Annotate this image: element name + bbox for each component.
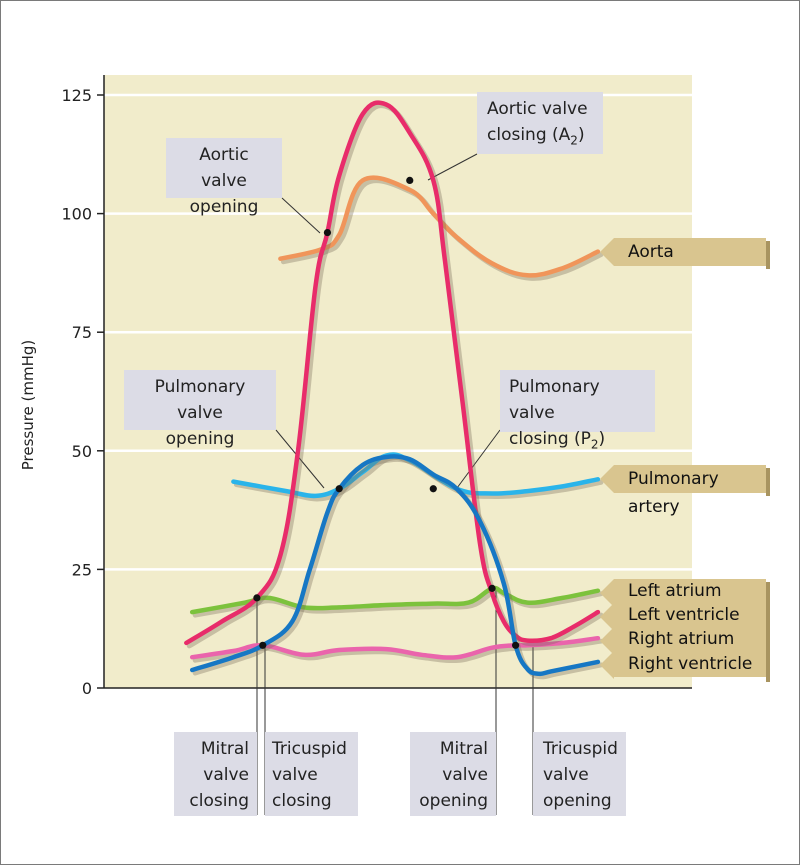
series-line-left-ventricle <box>184 100 601 646</box>
series-label-aorta: Aorta <box>600 238 770 269</box>
event-marker <box>323 228 332 237</box>
annotation-line: valve <box>272 765 318 785</box>
series-line-aorta <box>278 175 601 278</box>
event-marker <box>406 176 414 184</box>
annotation-line: valve <box>203 765 249 785</box>
annotation-line: closing (A2) <box>487 122 595 153</box>
annotation-line: Mitral <box>439 739 488 759</box>
series-line-right-ventricle <box>189 454 601 677</box>
event-marker <box>429 485 437 493</box>
series-label-left-atrium: Left atrium <box>600 579 770 610</box>
y-tick-label: 75 <box>72 323 92 342</box>
annotation-line: Pulmonary valve <box>154 377 246 423</box>
series-shadow-right-atrium <box>192 638 604 664</box>
annotation-line: Tricuspid <box>272 739 347 759</box>
annotation-line: opening <box>189 197 259 217</box>
annotation-subscript: 2 <box>570 133 578 148</box>
annotation-line: opening <box>543 791 612 811</box>
annotation-line: Aortic valve <box>487 99 588 119</box>
y-tick-label: 50 <box>72 442 92 461</box>
connector-pulmonary-closing <box>456 429 501 489</box>
annotation-subscript: 2 <box>590 437 599 452</box>
annotation-line: opening <box>419 791 488 811</box>
series-label-left-ventricle: Left ventricle <box>600 603 770 634</box>
annotation-text: closing (A <box>487 125 571 145</box>
annotation-line: Tricuspid <box>543 739 618 759</box>
annotation-line: valve <box>543 765 589 785</box>
event-marker <box>335 485 343 493</box>
annotation-line: closing <box>272 791 332 811</box>
y-tick-label: 0 <box>82 679 92 698</box>
y-axis-label: Pressure (mmHg) <box>19 340 37 471</box>
series-label-right-atrium: Right atrium <box>600 627 770 658</box>
annotation-tricuspid-valve-closing: Tricuspid valve closing <box>265 732 358 816</box>
axes <box>103 75 692 689</box>
connector-aortic-opening <box>281 197 321 234</box>
annotation-line: Mitral <box>200 739 249 759</box>
connector-aortic-closing <box>427 153 478 181</box>
y-tick-labels: 0 25 50 75 100 125 <box>61 86 104 698</box>
annotation-text: closing (P <box>509 429 591 449</box>
y-tick-label: 100 <box>61 205 92 224</box>
event-marker <box>259 641 267 649</box>
annotation-text: ) <box>598 429 606 449</box>
annotation-line: valve <box>442 765 488 785</box>
annotation-line: Pulmonary valve <box>509 377 600 423</box>
series-line-left-atrium <box>189 585 601 615</box>
event-markers <box>253 176 520 649</box>
series-label-pulmonary-artery: Pulmonary artery <box>600 465 770 517</box>
event-marker <box>488 584 496 592</box>
annotation-line: closing (P2) <box>509 426 647 457</box>
annotation-mitral-valve-closing: Mitral valve closing <box>174 732 257 816</box>
annotation-mitral-valve-opening: Mitral valve opening <box>410 732 496 816</box>
annotation-aortic-valve-closing: Aortic valve closing (A2) <box>477 92 603 154</box>
event-marker <box>511 641 520 649</box>
annotation-tricuspid-valve-opening: Tricuspid valve opening <box>533 732 626 816</box>
annotation-text: ) <box>577 125 585 145</box>
annotation-aortic-valve-opening: Aortic valve opening <box>166 138 282 217</box>
y-tick-label: 125 <box>61 86 92 105</box>
annotation-line: Aortic valve <box>199 145 249 191</box>
connector-pulmonary-opening <box>275 429 325 489</box>
series-label-right-ventricle: Right ventricle <box>600 651 770 682</box>
annotation-line: opening <box>165 429 235 449</box>
y-tick-label: 25 <box>72 560 92 579</box>
annotation-pulmonary-valve-opening: Pulmonary valve opening <box>124 370 276 449</box>
event-marker <box>253 594 261 602</box>
annotation-pulmonary-valve-closing: Pulmonary valve closing (P2) <box>500 370 655 451</box>
annotation-line: closing <box>189 791 249 811</box>
series-shadow-left-atrium <box>192 588 604 618</box>
